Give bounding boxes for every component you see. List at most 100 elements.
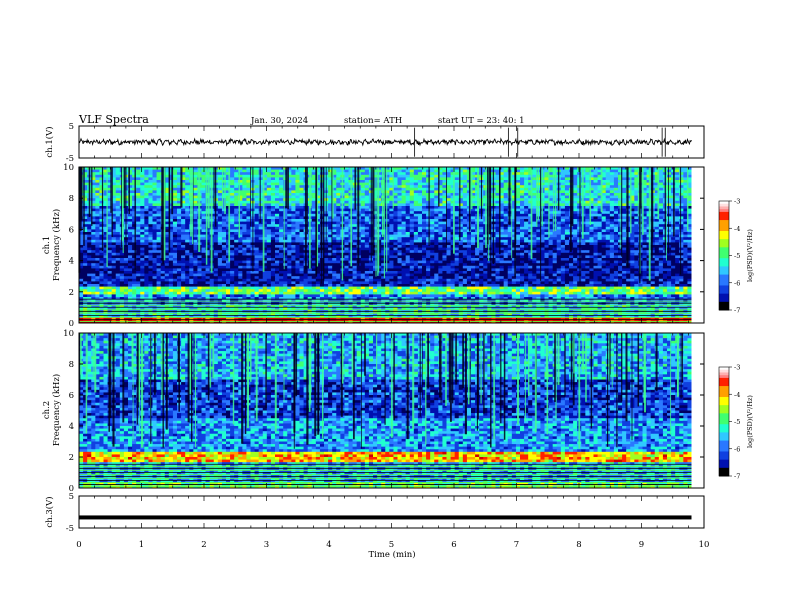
ch1-spec-cell xyxy=(144,237,148,240)
ch1-spec-cell xyxy=(99,196,103,199)
ch1-spec-cell xyxy=(479,229,483,232)
ch1-spec-cell xyxy=(418,201,422,204)
ch1-spec-cell xyxy=(614,214,618,217)
ch1-spec-cell xyxy=(275,209,279,212)
ch1-spec-cell xyxy=(242,229,246,232)
ch1-spec-cell xyxy=(173,240,177,243)
ch1-spec-cell xyxy=(410,240,414,243)
ch1-spec-cell xyxy=(267,227,271,230)
ch1-spec-cell xyxy=(116,175,120,178)
ch1-spec-cell xyxy=(275,183,279,186)
ch1-spec-cell xyxy=(585,209,589,212)
ch1-spec-cell xyxy=(234,235,238,238)
ch1-spec-cell xyxy=(144,203,148,206)
ch1-spec-cell xyxy=(202,185,206,188)
ch1-spec-cell xyxy=(300,196,304,199)
ch1-spec-cell xyxy=(99,248,103,251)
ch1-spec-cell xyxy=(598,248,602,251)
ch1-spec-cell xyxy=(295,206,299,209)
ch1-spec-cell xyxy=(406,185,410,188)
ch1-spec-cell xyxy=(594,237,598,240)
ch1-spec-cell xyxy=(230,245,234,248)
ch1-spec-cell xyxy=(202,224,206,227)
ch1-spec-cell xyxy=(291,248,295,251)
ch1-spec-cell xyxy=(185,211,189,214)
ch1-spec-cell xyxy=(422,170,426,173)
ch1-spec-cell xyxy=(667,172,671,175)
ch1-spec-cell xyxy=(153,209,157,212)
ch1-spec-cell xyxy=(255,198,259,201)
ch1-spec-cell xyxy=(173,177,177,180)
ch1-spec-cell xyxy=(434,203,438,206)
ch1-spec-cell xyxy=(516,240,520,243)
ch1-spec-cell xyxy=(589,229,593,232)
ch1-spec-cell xyxy=(622,198,626,201)
ch1-spec-cell xyxy=(185,250,189,253)
ch1-spec-cell xyxy=(344,201,348,204)
ch1-spec-cell xyxy=(336,188,340,191)
ch1-spec-cell xyxy=(410,172,414,175)
ch1-spec-cell xyxy=(577,209,581,212)
ch1-spec-cell xyxy=(230,198,234,201)
ch1-spec-cell xyxy=(463,224,467,227)
ch1-spec-cell xyxy=(573,206,577,209)
ch1-spec-cell xyxy=(385,240,389,243)
ch1-spec-cell xyxy=(259,183,263,186)
ch1-spec-cell xyxy=(193,209,197,212)
ch1-spec-cell xyxy=(422,203,426,206)
ch1-spec-cell xyxy=(214,237,218,240)
ch1-spec-cell xyxy=(532,227,536,230)
ch1-spec-cell xyxy=(279,237,283,240)
ch1-spec-cell xyxy=(471,248,475,251)
ch1-spec-cell xyxy=(610,201,614,204)
ch1-spec-cell xyxy=(193,224,197,227)
ch1-spec-cell xyxy=(136,198,140,201)
ch1-spec-cell xyxy=(95,227,99,230)
ch1-spec-cell xyxy=(402,248,406,251)
ch1-spec-cell xyxy=(606,248,610,251)
ch1-spec-cell xyxy=(402,175,406,178)
ch1-spec-cell xyxy=(157,201,161,204)
ch1-spec-cell xyxy=(185,185,189,188)
ch1-spec-cell xyxy=(585,219,589,222)
ch1-spec-cell xyxy=(667,190,671,193)
ch1-spec-cell xyxy=(414,245,418,248)
ch1-spec-cell xyxy=(549,240,553,243)
ch1-spec-cell xyxy=(610,242,614,245)
ch1-spec-cell xyxy=(577,170,581,173)
ch1-spec-cell xyxy=(422,209,426,212)
ch1-spec-cell xyxy=(463,235,467,238)
ch1-spec-cell xyxy=(434,177,438,180)
ch1-spec-cell xyxy=(271,240,275,243)
ch1-spec-cell xyxy=(683,245,687,248)
ch1-spec-cell xyxy=(242,190,246,193)
ch1-spec-cell xyxy=(524,232,528,235)
ch1-spec-cell xyxy=(300,193,304,196)
ch1-spec-cell xyxy=(193,185,197,188)
ch1-spec-cell xyxy=(655,248,659,251)
ch1-spec-cell xyxy=(634,242,638,245)
ch1-spec-cell xyxy=(594,193,598,196)
ch1-spec-cell xyxy=(679,219,683,222)
ch1-spec-cell xyxy=(418,237,422,240)
ch1-spec-cell xyxy=(426,222,430,225)
ch1-spec-cell xyxy=(675,224,679,227)
ch1-spec-cell xyxy=(683,237,687,240)
start-time-label: start UT = 23: 40: 1 xyxy=(438,116,525,126)
ch1-spec-cell xyxy=(193,232,197,235)
ch1-spec-cell xyxy=(295,235,299,238)
ch1-spec-cell xyxy=(87,224,91,227)
ch1-spec-cell xyxy=(463,180,467,183)
ch1-spec-cell xyxy=(659,198,663,201)
ch1-spec-cell xyxy=(573,216,577,219)
ch1-spec-cell xyxy=(414,190,418,193)
ch1-spec-cell xyxy=(438,242,442,245)
ch1-spec-cell xyxy=(202,209,206,212)
ch1-spec-cell xyxy=(230,175,234,178)
ch1-spec-cell xyxy=(222,219,226,222)
ch1-spec-cell xyxy=(532,175,536,178)
ch1-spec-cell xyxy=(402,198,406,201)
ch1-spec-cell xyxy=(520,224,524,227)
ch1-spec-cell xyxy=(594,209,598,212)
